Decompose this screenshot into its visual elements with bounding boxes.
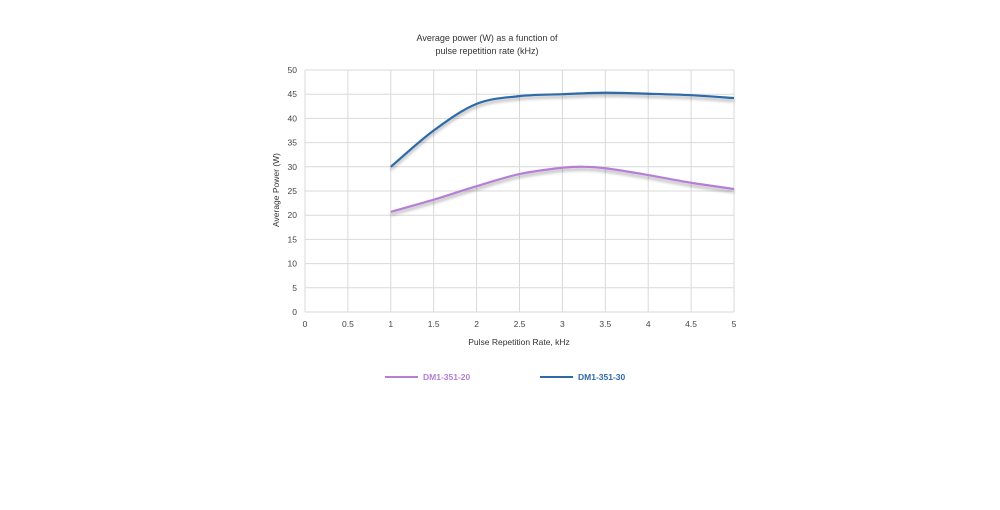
x-tick-label: 2.5 <box>514 319 526 329</box>
y-axis-label: Average Power (W) <box>271 153 281 227</box>
y-tick-label: 5 <box>292 283 297 293</box>
chart-title-line-2: pulse repetition rate (kHz) <box>435 46 538 56</box>
y-tick-label: 30 <box>288 162 298 172</box>
x-tick-label: 3.5 <box>599 319 611 329</box>
y-tick-label: 40 <box>288 113 298 123</box>
y-tick-label: 25 <box>288 186 298 196</box>
legend-label: DM1-351-30 <box>578 372 626 382</box>
y-tick-label: 50 <box>288 65 298 75</box>
series-line-dm1-351-20 <box>390 165 735 213</box>
series-line-dm1-351-30 <box>390 91 735 168</box>
x-tick-label: 3 <box>560 319 565 329</box>
y-tick-label: 10 <box>288 259 298 269</box>
legend-label: DM1-351-20 <box>423 372 471 382</box>
x-tick-label: 1 <box>388 319 393 329</box>
x-tick-label: 2 <box>474 319 479 329</box>
chart-title-line-1: Average power (W) as a function of <box>417 33 558 43</box>
x-tick-label: 4.5 <box>685 319 697 329</box>
legend: DM1-351-20 DM1-351-30 <box>385 372 626 382</box>
x-tick-label: 4 <box>646 319 651 329</box>
y-tick-label: 20 <box>288 210 298 220</box>
y-tick-label: 0 <box>292 307 297 317</box>
grid <box>304 69 735 313</box>
x-tick-label: 0 <box>303 319 308 329</box>
y-tick-label: 15 <box>288 234 298 244</box>
y-tick-label: 45 <box>288 89 298 99</box>
series-lines <box>390 91 735 213</box>
y-tick-label: 35 <box>288 138 298 148</box>
tick-labels: 0 0.5 1 1.5 2 2.5 3 3.5 4 4.5 50510152025303540455… <box>288 65 737 329</box>
x-tick-label: 0.5 <box>342 319 354 329</box>
x-tick-label: 1.5 <box>428 319 440 329</box>
x-axis-label: Pulse Repetition Rate, kHz <box>468 337 570 347</box>
x-tick-label: 5 <box>732 319 737 329</box>
